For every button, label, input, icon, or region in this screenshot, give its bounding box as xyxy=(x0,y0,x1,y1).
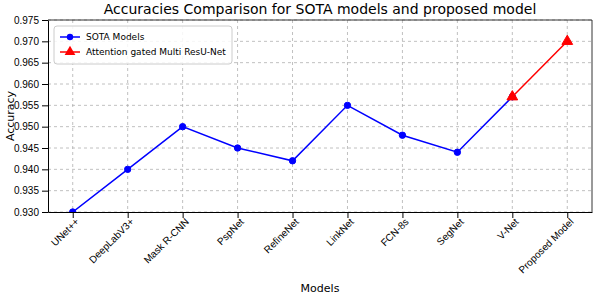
tick-mark xyxy=(42,41,48,42)
tick-mark xyxy=(42,212,48,213)
marker xyxy=(179,123,185,129)
tick-label: 0.930 xyxy=(14,207,39,218)
frame xyxy=(592,20,593,212)
marker xyxy=(454,149,460,155)
plot: 0.930 0.935 0.940 0.945 0.950 0.955 0.960 0.965… xyxy=(14,15,593,276)
legend: SOTA Models Attention gated Multi ResU-Ne… xyxy=(54,26,232,64)
tick: 0.970 xyxy=(14,36,48,47)
title: Accuracies Comparison for SOTA models an… xyxy=(104,1,537,17)
grid-line xyxy=(48,148,592,149)
tick-label: 0.945 xyxy=(14,143,39,154)
tick: 0.955 xyxy=(14,100,48,111)
tick-mark xyxy=(42,169,48,170)
legend-label: Attention gated Multi ResU-Net xyxy=(86,47,226,57)
tick-mark xyxy=(42,20,48,21)
tick-mark xyxy=(42,148,48,149)
grid-line xyxy=(347,20,348,212)
tick-label: RefineNet xyxy=(262,216,301,255)
legend-marker xyxy=(67,34,73,40)
tick: 0.975 xyxy=(14,15,48,26)
tick: SegNet xyxy=(434,212,466,247)
tick-label: FCN-8s xyxy=(379,216,411,248)
frame xyxy=(48,20,592,21)
tick-label: 0.965 xyxy=(14,57,39,68)
line xyxy=(73,97,513,212)
grid-line xyxy=(402,20,403,212)
tick: DeepLabV3+ xyxy=(87,212,136,265)
marker xyxy=(124,166,130,172)
tick-mark xyxy=(42,191,48,192)
x-axis: UNet++DeepLabV3+Mask R-CNN PspNet RefineNe… xyxy=(49,212,593,275)
grid-line xyxy=(237,20,238,212)
y-axis-title: Accuracy xyxy=(4,90,17,141)
grid xyxy=(48,20,592,212)
marker xyxy=(289,158,295,164)
tick-label: V-Net xyxy=(495,216,521,242)
tick-label: 0.970 xyxy=(14,36,39,47)
tick-label: Mask R-CNN xyxy=(142,216,191,265)
grid-line xyxy=(512,20,513,212)
tick-label: 0.935 xyxy=(14,185,39,196)
tick-mark xyxy=(42,63,48,64)
legend-marker xyxy=(65,46,76,55)
line xyxy=(512,41,567,96)
tick: 0.945 xyxy=(14,143,48,154)
grid-line xyxy=(457,20,458,212)
tick: V-Net xyxy=(495,212,521,242)
tick: 0.950 xyxy=(14,121,48,132)
tick: 0.965 xyxy=(14,57,48,68)
tick-label: PspNet xyxy=(215,216,246,247)
tick: FCN-8s xyxy=(379,212,411,248)
grid-line xyxy=(48,20,592,21)
legend-label: SOTA Models xyxy=(86,32,145,42)
tick: PspNet xyxy=(215,212,246,247)
tick: 0.940 xyxy=(14,164,48,175)
marker xyxy=(70,209,76,212)
tick: Mask R-CNN xyxy=(142,212,191,266)
tick-label: UNet++ xyxy=(49,216,81,248)
grid-line xyxy=(48,126,592,127)
grid-line xyxy=(48,212,592,213)
tick-label: 0.975 xyxy=(14,15,39,26)
tick-label: SegNet xyxy=(434,216,466,248)
grid-line xyxy=(48,105,592,106)
tick-label: 0.950 xyxy=(14,121,39,132)
axis-line xyxy=(49,212,593,213)
chart: 0.930 0.935 0.940 0.945 0.950 0.955 0.960 0.965… xyxy=(0,0,600,296)
marker xyxy=(507,91,518,100)
tick-mark xyxy=(42,127,48,128)
tick-label: DeepLabV3+ xyxy=(87,216,136,265)
tick: LinkNet xyxy=(324,212,356,248)
grid-line xyxy=(292,20,293,212)
y-axis: 0.930 0.935 0.940 0.945 0.950 0.955 0.960 0.965… xyxy=(14,15,49,218)
tick-label: Proposed Model xyxy=(516,216,575,275)
tick-mark xyxy=(42,105,48,106)
tick: 0.935 xyxy=(14,185,48,196)
marker xyxy=(399,132,405,138)
grid-line xyxy=(48,84,592,85)
marker xyxy=(344,102,350,108)
tick: Proposed Model xyxy=(516,212,575,275)
marker xyxy=(562,35,573,44)
tick-label: 0.940 xyxy=(14,164,39,175)
tick: UNet++ xyxy=(49,212,81,248)
x-axis-title: Models xyxy=(301,282,340,295)
axis-line xyxy=(48,21,49,213)
marker xyxy=(234,145,240,151)
tick-label: 0.960 xyxy=(14,79,39,90)
tick: 0.960 xyxy=(14,79,48,90)
tick-label: LinkNet xyxy=(324,216,356,248)
tick: 0.930 xyxy=(14,207,48,218)
legend-box xyxy=(54,26,232,64)
grid-line xyxy=(567,20,568,212)
tick-mark xyxy=(42,84,48,85)
tick: RefineNet xyxy=(262,212,301,255)
grid-line xyxy=(48,190,592,191)
tick-label: 0.955 xyxy=(14,100,39,111)
